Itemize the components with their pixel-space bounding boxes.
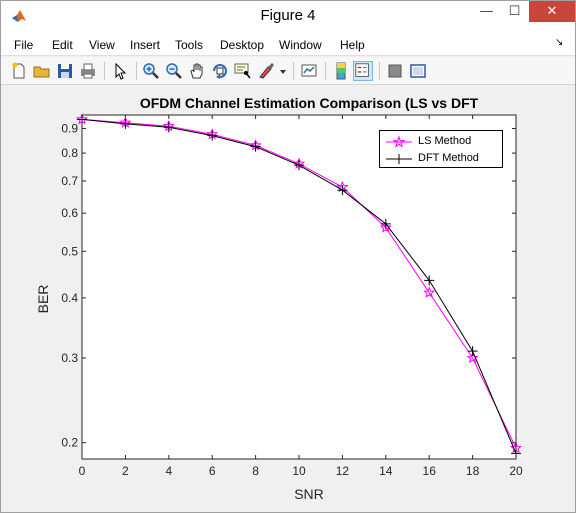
hide-plot-tools-icon[interactable] — [385, 61, 405, 81]
open-file-icon[interactable] — [32, 61, 52, 81]
chart-title: OFDM Channel Estimation Comparison (LS v… — [140, 95, 479, 111]
new-figure-icon[interactable] — [9, 61, 29, 81]
menu-overflow-icon[interactable]: ↘ — [555, 37, 564, 48]
y-axis-label: BER — [35, 285, 51, 314]
minimize-button[interactable]: — — [480, 3, 493, 18]
legend-label-dft: DFT Method — [418, 152, 479, 164]
axes-box — [81, 114, 517, 460]
x-axis-label: SNR — [294, 486, 324, 502]
menu-edit[interactable]: Edit — [52, 38, 73, 52]
brush-icon[interactable] — [256, 61, 276, 81]
axes-background — [82, 115, 516, 459]
pan-icon[interactable] — [187, 61, 207, 81]
print-icon[interactable] — [78, 61, 98, 81]
window-title: Figure 4 — [260, 7, 316, 24]
data-point-dft — [380, 218, 391, 229]
y-tick-label: 0.9 — [61, 121, 78, 135]
brush-dropdown-icon[interactable] — [278, 61, 288, 81]
x-tick-label: 18 — [466, 464, 480, 478]
toolbar-separator — [136, 62, 137, 80]
data-point-ls — [379, 221, 392, 233]
x-tick-label: 10 — [292, 464, 306, 478]
figure-toolbar — [1, 57, 575, 85]
menu-tools[interactable]: Tools — [175, 38, 204, 52]
pointer-icon[interactable] — [110, 61, 130, 81]
plot-svg: 0 2 4 6 8 10 12 14 16 18 20 0.2 0.3 0.4 0.5 0.6 0.7 0.8 0.… — [35, 95, 523, 502]
menu-window[interactable]: Window — [279, 38, 322, 52]
legend-swatch-ls — [386, 135, 412, 148]
legend-label-ls: LS Method — [418, 135, 472, 147]
data-point-dft — [250, 141, 261, 152]
x-tick-label: 8 — [252, 464, 259, 478]
y-tick-label: 0.2 — [61, 436, 78, 450]
toolbar-separator — [325, 62, 326, 80]
data-point-dft — [467, 346, 478, 357]
data-point-ls — [423, 286, 436, 298]
data-cursor-icon[interactable] — [233, 61, 253, 81]
menu-view[interactable]: View — [89, 38, 115, 52]
legend-swatch-dft — [386, 154, 412, 164]
toolbar-separator — [104, 62, 105, 80]
menu-file[interactable]: File — [14, 38, 34, 52]
y-tick-label: 0.4 — [61, 291, 78, 305]
legend[interactable]: LS Method DFT Method — [379, 130, 503, 168]
menu-insert[interactable]: Insert — [130, 38, 161, 52]
x-tick-label: 16 — [423, 464, 437, 478]
y-tick-label: 0.6 — [61, 206, 78, 220]
close-button[interactable]: ✕ — [529, 1, 575, 22]
save-icon[interactable] — [55, 61, 75, 81]
x-tick-label: 2 — [122, 464, 129, 478]
y-tick-label: 0.8 — [61, 146, 78, 160]
data-point-dft — [163, 122, 174, 133]
data-point-dft — [424, 275, 435, 286]
y-tick-label: 0.7 — [61, 174, 78, 188]
legend-entry-ls: LS Method — [380, 134, 504, 150]
x-tick-label: 0 — [79, 464, 86, 478]
link-plot-icon[interactable] — [299, 61, 319, 81]
toolbar-separator — [293, 62, 294, 80]
colorbar-icon[interactable] — [331, 61, 351, 81]
axis-ticks: 0 2 4 6 8 10 12 14 16 18 20 0.2 0.3 0.4 0.5 0.6 0.7 0.8 0.… — [61, 115, 523, 478]
x-tick-label: 6 — [209, 464, 216, 478]
menu-help[interactable]: Help — [340, 38, 365, 52]
zoom-out-icon[interactable] — [164, 61, 184, 81]
show-plot-tools-icon[interactable] — [408, 61, 428, 81]
rotate-3d-icon[interactable] — [210, 61, 230, 81]
zoom-in-icon[interactable] — [141, 61, 161, 81]
y-tick-label: 0.5 — [61, 244, 78, 258]
data-point-dft — [337, 185, 348, 196]
y-tick-label: 0.3 — [61, 351, 78, 365]
menu-desktop[interactable]: Desktop — [220, 38, 265, 52]
data-point-dft — [294, 160, 304, 171]
menu-bar: File Edit View Insert Tools Desktop Wind… — [1, 32, 575, 56]
x-tick-label: 14 — [379, 464, 393, 478]
x-tick-label: 12 — [336, 464, 350, 478]
title-bar[interactable]: Figure 4 — ☐ ✕ — [1, 1, 575, 32]
matlab-logo-icon — [11, 8, 27, 24]
data-point-dft — [120, 118, 131, 129]
legend-icon[interactable] — [353, 61, 373, 81]
x-tick-label: 4 — [165, 464, 172, 478]
data-point-ls — [466, 351, 479, 364]
data-point-dft — [207, 130, 218, 141]
legend-entry-dft: DFT Method — [380, 151, 504, 167]
maximize-button[interactable]: ☐ — [508, 3, 521, 18]
toolbar-separator — [379, 62, 380, 80]
x-tick-label: 20 — [509, 464, 523, 478]
